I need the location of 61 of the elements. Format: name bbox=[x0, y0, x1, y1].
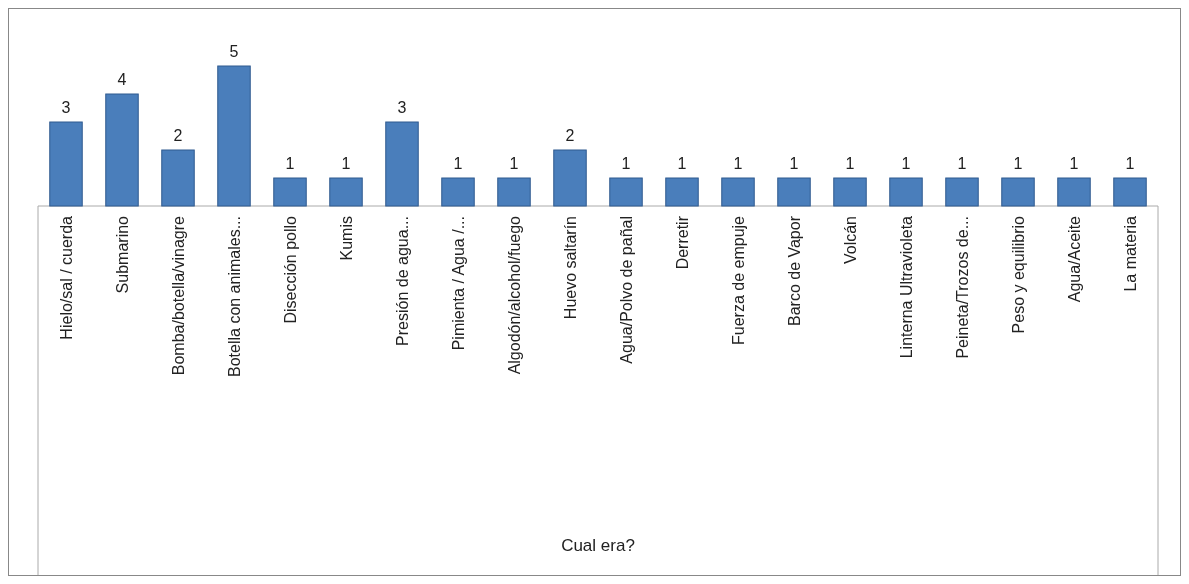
x-tick-label: Fuerza de empuje bbox=[730, 215, 747, 345]
bar bbox=[329, 177, 363, 207]
data-label: 1 bbox=[1069, 155, 1079, 172]
x-tick-label: Huevo saltarín bbox=[562, 216, 579, 320]
bar bbox=[553, 149, 587, 207]
data-label: 1 bbox=[1125, 155, 1135, 172]
x-tick-label: Algodón/alcohol/fuego bbox=[506, 215, 523, 375]
x-tick-label: Linterna Ultravioleta bbox=[898, 215, 915, 359]
x-tick-label: Agua/Polvo de pañal bbox=[618, 216, 635, 364]
bar bbox=[105, 93, 139, 207]
data-label: 1 bbox=[733, 155, 743, 172]
data-label: 1 bbox=[453, 155, 463, 172]
data-label: 1 bbox=[341, 155, 351, 172]
data-label: 1 bbox=[957, 155, 967, 172]
x-tick-label: Pimienta / Agua /... bbox=[450, 216, 467, 351]
data-label: 1 bbox=[677, 155, 687, 172]
data-label: 1 bbox=[621, 155, 631, 172]
x-tick-label: Agua/Aceite bbox=[1066, 215, 1083, 303]
data-label: 4 bbox=[117, 71, 127, 88]
x-tick-label: Peso y equilibrio bbox=[1010, 215, 1027, 334]
data-label: 1 bbox=[845, 155, 855, 172]
bar bbox=[273, 177, 307, 207]
x-tick-label: Volcán bbox=[842, 216, 859, 265]
bar bbox=[665, 177, 699, 207]
x-tick-label: Botella con animales... bbox=[226, 216, 243, 377]
x-tick-label: Hielo/sal / cuerda bbox=[58, 215, 75, 340]
x-tick-label: Peineta/Trozos de... bbox=[954, 216, 971, 359]
bar bbox=[609, 177, 643, 207]
bar bbox=[833, 177, 867, 207]
bar bbox=[721, 177, 755, 207]
x-tick-label: Presión de agua... bbox=[394, 216, 411, 346]
bar bbox=[777, 177, 811, 207]
x-tick-label: Bomba/botella/vinagre bbox=[170, 215, 187, 376]
data-label: 3 bbox=[61, 99, 71, 116]
bar bbox=[385, 121, 419, 207]
bar bbox=[1113, 177, 1147, 207]
bar bbox=[441, 177, 475, 207]
bar bbox=[945, 177, 979, 207]
bar bbox=[497, 177, 531, 207]
x-tick-label: Disección pollo bbox=[282, 215, 299, 324]
x-tick-label: La materia bbox=[1122, 215, 1139, 292]
data-label: 5 bbox=[229, 43, 239, 60]
bar bbox=[1001, 177, 1035, 207]
data-label: 1 bbox=[1013, 155, 1023, 172]
data-label: 1 bbox=[509, 155, 519, 172]
x-tick-label: Derretir bbox=[674, 215, 691, 270]
data-label: 1 bbox=[285, 155, 295, 172]
bar bbox=[49, 121, 83, 207]
bar bbox=[161, 149, 195, 207]
data-label: 2 bbox=[173, 127, 183, 144]
data-label: 1 bbox=[901, 155, 911, 172]
data-label: 2 bbox=[565, 127, 575, 144]
bar bbox=[217, 65, 251, 207]
x-tick-label: Barco de Vapor bbox=[786, 215, 803, 326]
bar bbox=[1057, 177, 1091, 207]
data-label: 1 bbox=[789, 155, 799, 172]
x-tick-label: Submarino bbox=[114, 215, 131, 294]
data-label: 3 bbox=[397, 99, 407, 116]
x-tick-label: Kumis bbox=[338, 216, 355, 261]
text: Cual era? bbox=[561, 536, 635, 555]
bar bbox=[889, 177, 923, 207]
